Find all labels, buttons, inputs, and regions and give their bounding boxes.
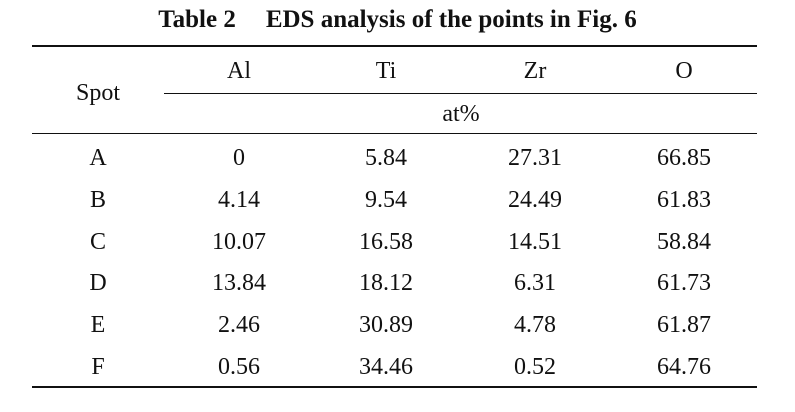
table-title: EDS analysis of the points in Fig. 6 (265, 6, 637, 33)
column-header-ti: Ti (375, 58, 397, 84)
value-cell: 61.87 (657, 312, 711, 339)
spot-cell: A (89, 145, 107, 171)
value-cell: 5.84 (365, 145, 407, 171)
column-header-zr: Zr (523, 58, 547, 84)
spot-cell: D (89, 270, 107, 297)
table-number: Table 2 (158, 6, 236, 33)
value-cell: 14.51 (508, 228, 562, 255)
value-cell: 0 (233, 145, 245, 171)
column-header-spot: Spot (75, 80, 121, 106)
spot-cell: B (89, 186, 107, 213)
value-cell: 9.54 (365, 186, 407, 213)
value-cell: 66.85 (657, 145, 711, 171)
top-rule (32, 45, 757, 47)
spot-cell: E (90, 312, 106, 339)
value-cell: 34.46 (359, 354, 413, 380)
column-header-al: Al (227, 58, 251, 84)
spot-cell: C (89, 228, 107, 255)
header-divider-rule (164, 93, 757, 94)
value-cell: 61.73 (657, 270, 711, 297)
value-cell: 64.76 (657, 354, 711, 380)
column-header-o: O (675, 58, 693, 84)
table-caption: Table 2 EDS analysis of the points in Fig… (0, 4, 795, 36)
value-cell: 4.78 (514, 312, 556, 339)
value-cell: 30.89 (359, 312, 413, 339)
value-cell: 0.52 (514, 354, 556, 380)
value-cell: 2.46 (218, 312, 260, 339)
value-cell: 58.84 (657, 228, 711, 255)
value-cell: 61.83 (657, 186, 711, 213)
value-cell: 24.49 (508, 186, 562, 213)
value-cell: 18.12 (359, 270, 413, 297)
unit-label: at% (442, 101, 480, 127)
value-cell: 4.14 (218, 186, 260, 213)
header-bottom-rule (32, 133, 757, 134)
spot-cell: F (91, 354, 105, 380)
value-cell: 13.84 (212, 270, 266, 297)
value-cell: 0.56 (218, 354, 260, 380)
value-cell: 6.31 (514, 270, 556, 297)
value-cell: 16.58 (359, 228, 413, 255)
bottom-rule (32, 386, 757, 388)
value-cell: 10.07 (212, 228, 266, 255)
value-cell: 27.31 (508, 145, 562, 171)
